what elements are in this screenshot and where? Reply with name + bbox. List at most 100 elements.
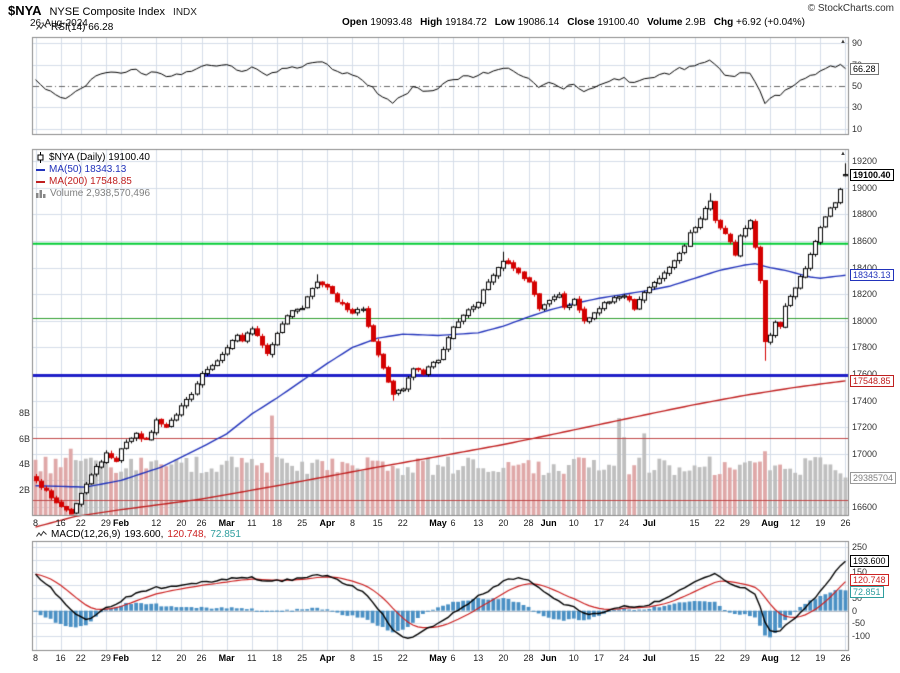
x-axis-tick: 15: [372, 518, 383, 528]
ma50-legend-label: MA(50) 18343.13: [49, 164, 127, 175]
rsi-y-tick: 50: [852, 81, 863, 91]
x-axis-tick: 26: [196, 653, 207, 663]
date-label: 26-Aug-2024: [30, 18, 88, 29]
price-y-tick: 18400: [852, 262, 878, 273]
x-axis-tick: Jun: [540, 518, 557, 528]
high-label: High: [420, 17, 443, 28]
x-axis-tick: 16: [55, 653, 66, 663]
macd-y-tick: -100: [852, 631, 871, 642]
x-axis-tick: 29: [739, 518, 750, 528]
x-axis-tick: Aug: [761, 518, 779, 528]
x-axis-tick: 15: [689, 518, 700, 528]
x-axis-tick: 18: [271, 653, 282, 663]
x-axis-tick: May: [429, 653, 447, 663]
ma200-current-label: 17548.85: [850, 374, 894, 387]
x-axis-tick: 12: [790, 518, 801, 528]
x-axis-tick: 16: [55, 518, 66, 528]
price-y-tick: 18600: [852, 236, 878, 247]
x-axis-tick: Mar: [218, 518, 235, 528]
x-axis-tick: Jul: [642, 653, 656, 663]
x-axis-tick: 18: [271, 518, 282, 528]
histogram-current-label: 72.851: [850, 586, 884, 599]
volume-current-label: 29385704: [850, 471, 897, 484]
volume-y-tick: 4B: [18, 459, 30, 469]
price-y-tick: 16600: [852, 502, 878, 513]
ma200-line-swatch: [36, 180, 45, 183]
x-axis-tick: Feb: [113, 653, 130, 663]
price-legend: $NYA (Daily) 19100.40: [36, 152, 150, 163]
volume-y-tick: 2B: [18, 484, 30, 495]
x-axis-tick: 10: [568, 653, 579, 663]
x-axis-tick: 10: [568, 518, 579, 528]
volume-bars-icon: [36, 190, 46, 198]
x-axis-tick: 12: [151, 653, 162, 663]
x-axis-tick: 26: [840, 518, 851, 528]
rsi-y-tick: 90: [852, 38, 863, 49]
volume-y-tick: 8B: [18, 408, 30, 418]
macd-y-tick: -50: [852, 618, 866, 629]
copyright-link[interactable]: © StockCharts.com: [807, 3, 894, 14]
price-y-tick: 17400: [852, 395, 878, 406]
x-axis-tick: 17: [593, 518, 604, 528]
x-axis-tick: 6: [450, 518, 456, 528]
rsi-y-tick: 10: [852, 123, 863, 134]
macd-y-tick: 0: [852, 605, 858, 616]
ma50-current-label: 18343.13: [850, 269, 894, 282]
macd-y-tick: 250: [852, 541, 868, 552]
volume-y-tick: 6B: [18, 433, 30, 444]
x-axis-tick: 20: [498, 518, 509, 528]
x-axis-tick: 29: [100, 653, 111, 663]
volume-value: 2.9B: [685, 17, 706, 28]
x-axis-tick: 22: [75, 653, 86, 663]
open-value: 19093.48: [370, 17, 413, 28]
x-axis-tick: Apr: [319, 518, 336, 528]
signal-line-value: 120.748,: [167, 529, 207, 540]
x-axis-tick: 8: [32, 518, 38, 528]
x-axis-tick: May: [429, 518, 447, 528]
open-label: Open: [342, 17, 368, 28]
price-y-tick: 18800: [852, 209, 878, 220]
x-axis-tick: 26: [840, 653, 851, 663]
x-axis-tick: 12: [151, 518, 162, 528]
macd-legend: MACD(12,26,9) 193.600, 120.748, 72.851: [36, 529, 241, 540]
price-y-tick: 18000: [852, 315, 878, 326]
x-axis-tick: 22: [714, 518, 725, 528]
x-axis-tick: 24: [619, 518, 630, 528]
x-axis-tick: Aug: [761, 653, 779, 663]
ma50-line-swatch: [36, 168, 45, 171]
x-axis-tick: 20: [176, 518, 187, 528]
price-y-tick: 17200: [852, 422, 878, 433]
close-value: 19100.40: [597, 17, 640, 28]
volume-legend: Volume 2,938,570,496: [36, 188, 150, 199]
macd-legend-label: MACD(12,26,9): [51, 529, 121, 540]
chg-label: Chg: [713, 17, 734, 28]
index-name: NYSE Composite Index: [49, 6, 166, 18]
x-axis-tick: Apr: [319, 653, 336, 663]
exchange-label: INDX: [173, 7, 197, 18]
volume-label: Volume: [647, 17, 683, 28]
x-axis-tick: 6: [450, 653, 456, 663]
x-axis-tick: 8: [349, 518, 355, 528]
chart-header: $NYA NYSE Composite Index INDX: [8, 3, 197, 18]
ma200-legend: MA(200) 17548.85: [36, 176, 132, 187]
price-y-tick: 19200: [852, 156, 878, 167]
high-value: 19184.72: [445, 17, 487, 28]
price-y-tick: 17000: [852, 448, 878, 459]
x-axis-tick: 22: [714, 653, 725, 663]
x-axis-tick: 25: [297, 653, 308, 663]
x-axis-tick: 28: [523, 653, 534, 663]
ma50-legend: MA(50) 18343.13: [36, 164, 126, 175]
rsi-current-label: 66.28: [850, 62, 879, 75]
x-axis-tick: Jul: [642, 518, 656, 528]
rsi-legend: RSI(14) 66.28: [36, 22, 113, 33]
macd-y-tick: 150: [852, 567, 868, 578]
price-y-tick: 19000: [852, 182, 878, 193]
price-legend-label: $NYA (Daily) 19100.40: [49, 152, 150, 163]
signal-current-label: 120.748: [850, 573, 889, 586]
line-chart-icon: [36, 23, 47, 30]
price-y-tick: 18200: [852, 289, 878, 300]
macd-line-value: 193.600,: [124, 529, 164, 540]
